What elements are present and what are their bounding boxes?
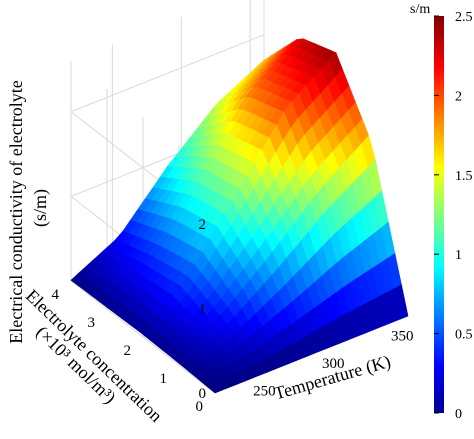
- z-tick-label: 0: [199, 386, 207, 402]
- colorbar-tick-label: 0.5: [455, 328, 473, 343]
- x-tick-label: 350: [391, 329, 414, 345]
- surface-cell: [207, 383, 223, 394]
- axis-ticks: 0 1 2 0 1 2 3 4 250 300 350: [52, 217, 414, 415]
- z-tick-label: 2: [199, 217, 207, 233]
- y-tick-label: 1: [160, 371, 168, 387]
- colorbar-tick-label: 2.5: [455, 10, 473, 25]
- y-tick-label: 3: [88, 315, 96, 331]
- y-tick-label: 2: [124, 343, 132, 359]
- z-tick-label: 1: [199, 301, 207, 317]
- colorbar-tick-label: 0: [455, 407, 462, 422]
- colorbar-ticks: 0 0.5 1 1.5 2 2.5: [434, 10, 473, 422]
- surface-plot: [70, 38, 409, 394]
- z-axis-label-line1: Electrical conductivity of electrolyte: [6, 80, 26, 343]
- x-tick-label: 250: [253, 384, 276, 400]
- z-axis-label-line2: (s/m): [30, 189, 51, 227]
- colorbar: [434, 16, 444, 413]
- colorbar-tick-label: 1: [455, 248, 462, 263]
- x-tick-label: 300: [322, 356, 345, 372]
- colorbar-tick-label: 2: [455, 89, 462, 104]
- colorbar-tick-label: 1.5: [455, 169, 473, 184]
- y-tick-label: 0: [196, 399, 204, 415]
- colorbar-unit-label: s/m: [410, 2, 430, 17]
- y-tick-label: 4: [52, 287, 60, 303]
